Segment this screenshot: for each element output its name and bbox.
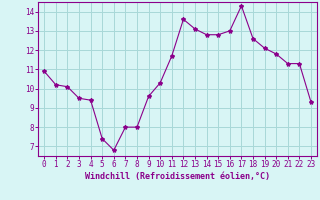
X-axis label: Windchill (Refroidissement éolien,°C): Windchill (Refroidissement éolien,°C) (85, 172, 270, 181)
